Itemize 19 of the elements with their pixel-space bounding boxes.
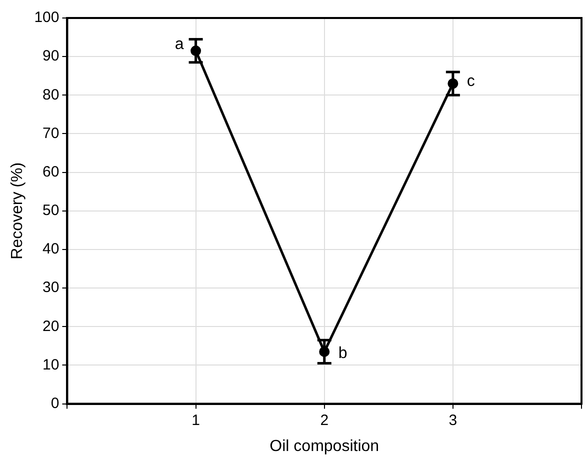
y-axis-title: Recovery (%): [9, 162, 26, 260]
y-tick-label: 70: [42, 124, 60, 142]
y-tick-label: 60: [42, 163, 60, 180]
x-tick-label: 1: [192, 412, 200, 429]
y-tick-label: 0: [50, 394, 60, 412]
annotation: a: [174, 36, 184, 54]
y-tick-label: 30: [42, 279, 60, 296]
y-tick-label: 50: [42, 202, 60, 220]
y-tick-label: 10: [42, 356, 60, 374]
x-axis-title: Oil composition: [270, 438, 380, 455]
y-tick-label: 90: [42, 48, 60, 65]
annotation: c: [466, 72, 475, 90]
x-tick-label: 2: [320, 412, 329, 429]
y-tick-label: 40: [42, 240, 60, 258]
x-tick-label: 3: [448, 412, 458, 429]
y-tick-label: 100: [34, 9, 60, 26]
y-tick-label: 20: [42, 318, 60, 335]
y-tick-label: 80: [42, 86, 60, 104]
annotation: b: [338, 345, 348, 362]
